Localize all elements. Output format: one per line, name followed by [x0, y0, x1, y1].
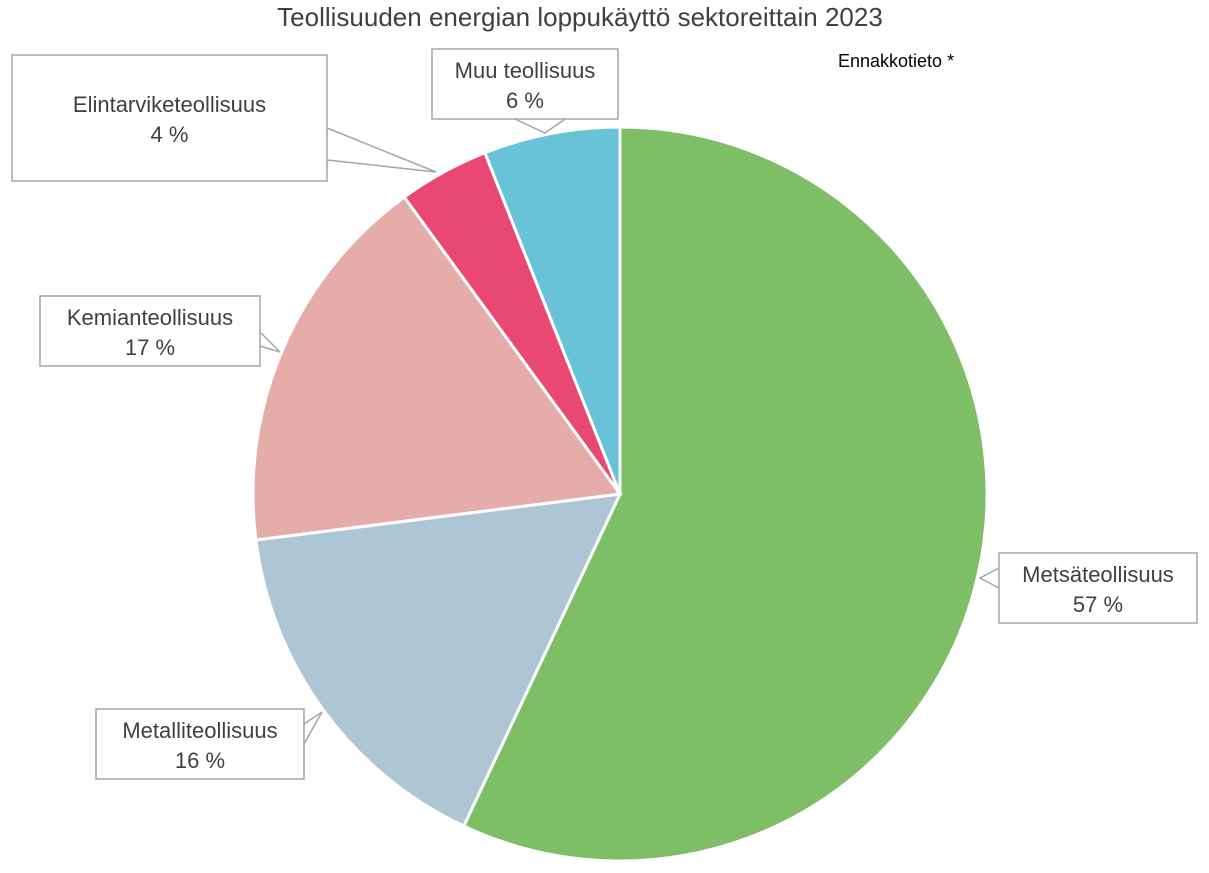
callout-pointer: [303, 711, 323, 745]
pie-slice-muu-teollisuus: [482, 125, 622, 495]
slice-value-label: 17 %: [125, 335, 175, 360]
pie-slice-mets-teollisuus: [461, 125, 989, 863]
slice-value-label: 16 %: [175, 748, 225, 773]
callout-box: [431, 48, 619, 120]
pie-slice-metalliteollisuus: [254, 492, 623, 829]
preliminary-data-note: Ennakkotieto *: [838, 51, 955, 71]
slice-category-label: Kemianteollisuus: [67, 305, 233, 330]
callout-pointer: [514, 118, 566, 134]
callout-pointer: [326, 127, 437, 173]
slice-value-label: 4 %: [151, 122, 189, 147]
slice-category-label: Metsäteollisuus: [1022, 562, 1174, 587]
callout-box: [95, 708, 305, 780]
slice-value-label: 57 %: [1073, 592, 1123, 617]
slice-category-label: Metalliteollisuus: [122, 718, 277, 743]
data-label-kemianteollisuus: Kemianteollisuus 17 %: [39, 295, 281, 367]
data-label-mets-teollisuus: Metsäteollisuus 57 %: [978, 552, 1198, 624]
slice-category-label: Muu teollisuus: [455, 58, 596, 83]
data-label-muu-teollisuus: Muu teollisuus 6 %: [431, 48, 619, 134]
callout-box: [39, 295, 261, 367]
chart-title: Teollisuuden energian loppukäyttö sektor…: [277, 2, 883, 32]
slice-value-label: 6 %: [506, 88, 544, 113]
callout-pointer: [259, 331, 281, 353]
pie-slice-kemianteollisuus: [251, 194, 623, 542]
data-label-elintarviketeollisuus: Elintarviketeollisuus 4 %: [11, 54, 437, 182]
slice-category-label: Elintarviketeollisuus: [73, 92, 266, 117]
callout-box: [998, 552, 1198, 624]
callout-pointer: [978, 567, 1000, 589]
callout-box: [11, 54, 328, 182]
data-label-metalliteollisuus: Metalliteollisuus 16 %: [95, 708, 323, 780]
